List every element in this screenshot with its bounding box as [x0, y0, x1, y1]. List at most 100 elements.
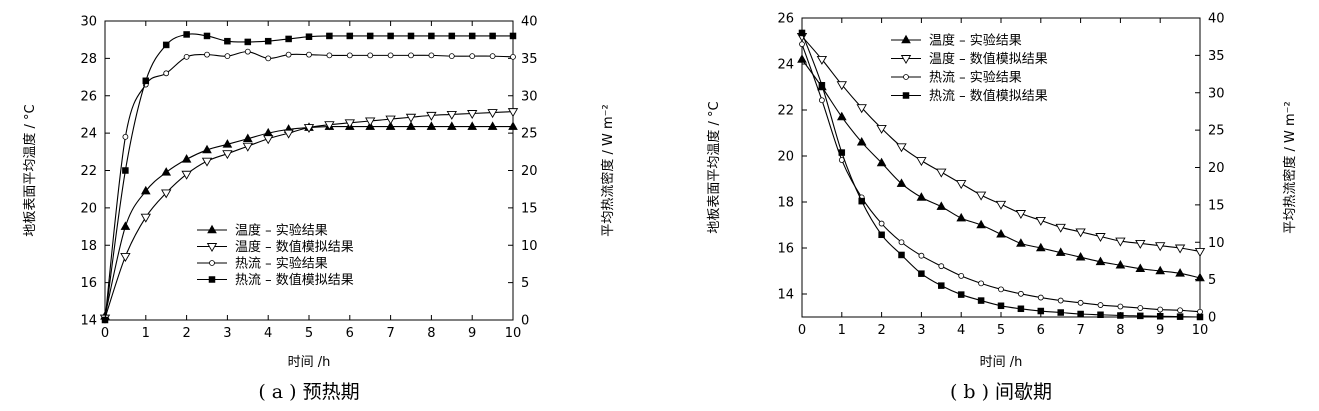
x-tick-label: 4 [264, 326, 272, 341]
y-tick-label: 18 [80, 239, 97, 254]
legend-marker [209, 260, 215, 266]
data-point [938, 282, 945, 289]
x-tick-label: 9 [468, 326, 476, 341]
data-point [956, 212, 967, 222]
data-point [326, 32, 333, 40]
data-point [140, 185, 151, 195]
data-point [122, 133, 129, 140]
chart-panel-b: 0 1 2 3 4 5 6 7 8 9 10 14 16 18 20 22 24 26 0 5 10 15 20 25 30 35… [706, 12, 1298, 404]
legend-entry: 热流 – 数值模拟结果 [929, 88, 1048, 104]
data-point [263, 135, 274, 145]
data-point [799, 41, 805, 48]
data-point [798, 29, 806, 37]
y-tick-label: 20 [80, 201, 97, 216]
data-point [140, 213, 151, 223]
data-point [487, 109, 498, 119]
legend-entry: 温度 – 实验结果 [235, 223, 328, 239]
data-point [244, 48, 251, 55]
y-tick-label: 22 [80, 164, 97, 179]
data-point [1177, 307, 1183, 314]
data-point [977, 297, 985, 304]
data-point [1137, 305, 1144, 311]
data-point [489, 32, 496, 40]
x-tick-label: 1 [142, 326, 150, 341]
data-point [283, 129, 294, 139]
x-tick-label: 1 [838, 323, 846, 338]
x-tick-label: 7 [1076, 323, 1084, 338]
data-point [346, 52, 353, 59]
legend-entry: 温度 – 数值模拟结果 [929, 51, 1048, 67]
x-tick-label: 2 [182, 326, 190, 341]
x-tick-label: 0 [798, 323, 806, 338]
data-point [468, 32, 476, 40]
data-point [976, 219, 986, 229]
data-point [183, 53, 190, 60]
y2-tick-label: 20 [1208, 161, 1225, 176]
y2-tick-label: 25 [1208, 124, 1225, 139]
x-axis-label: 时间 /h [980, 355, 1023, 370]
panel-caption: ( a ) 预热期 [258, 381, 359, 403]
data-point [161, 189, 172, 199]
data-point [162, 41, 170, 49]
data-point [405, 113, 417, 123]
data-point [507, 108, 519, 118]
data-point [510, 53, 516, 60]
series-3 [101, 31, 517, 324]
data-point [346, 32, 354, 40]
data-point [878, 231, 885, 239]
data-point [222, 150, 233, 160]
data-point [224, 37, 231, 45]
data-point [1156, 313, 1164, 320]
data-point [876, 157, 887, 167]
data-point [1037, 307, 1045, 315]
data-point [161, 167, 172, 176]
data-point [916, 157, 927, 167]
y-tick-label: 18 [777, 196, 794, 211]
y2-tick-label: 5 [521, 276, 529, 291]
data-point [183, 31, 190, 38]
data-point [426, 121, 437, 130]
data-point [242, 133, 253, 143]
data-point [956, 180, 967, 190]
data-point [408, 52, 414, 59]
panel-caption: ( b ) 间歇期 [950, 381, 1052, 403]
y-tick-label: 14 [80, 314, 97, 329]
data-point [957, 291, 965, 298]
data-point [306, 51, 312, 58]
data-point [819, 97, 825, 104]
data-point [122, 167, 129, 174]
data-point [876, 124, 887, 134]
series-2 [799, 41, 1203, 315]
data-point [938, 263, 945, 270]
data-point [446, 110, 457, 120]
data-point [142, 77, 150, 85]
y2-tick-label: 40 [521, 15, 538, 30]
y2-tick-label: 5 [1208, 273, 1216, 288]
data-point [1135, 239, 1146, 249]
data-point [1017, 305, 1025, 313]
data-point [1057, 309, 1064, 316]
data-point [995, 200, 1007, 210]
data-point [469, 53, 476, 60]
data-point [1075, 251, 1086, 261]
data-point [816, 55, 828, 65]
y2-tick-label: 20 [521, 164, 538, 179]
data-point [509, 32, 517, 40]
y2-tick-label: 30 [1208, 86, 1225, 101]
data-point [487, 121, 498, 130]
x-tick-label: 7 [386, 326, 394, 341]
chart-panel-a: 0 1 2 3 4 5 6 7 8 9 10 14 16 18 20 22 24 26 28 30 0 5 10 15 20 25… [22, 15, 616, 404]
data-point [836, 81, 847, 91]
data-point [467, 121, 478, 130]
data-point [1077, 299, 1084, 306]
data-point [856, 104, 867, 114]
legend-entry: 热流 – 实验结果 [235, 256, 328, 272]
data-point [918, 270, 925, 277]
data-point [163, 70, 170, 77]
data-point [916, 192, 927, 201]
data-point [797, 54, 807, 63]
y2-tick-label: 10 [1208, 236, 1225, 251]
data-point [998, 286, 1004, 293]
data-point [1196, 313, 1204, 321]
data-point [878, 220, 885, 227]
